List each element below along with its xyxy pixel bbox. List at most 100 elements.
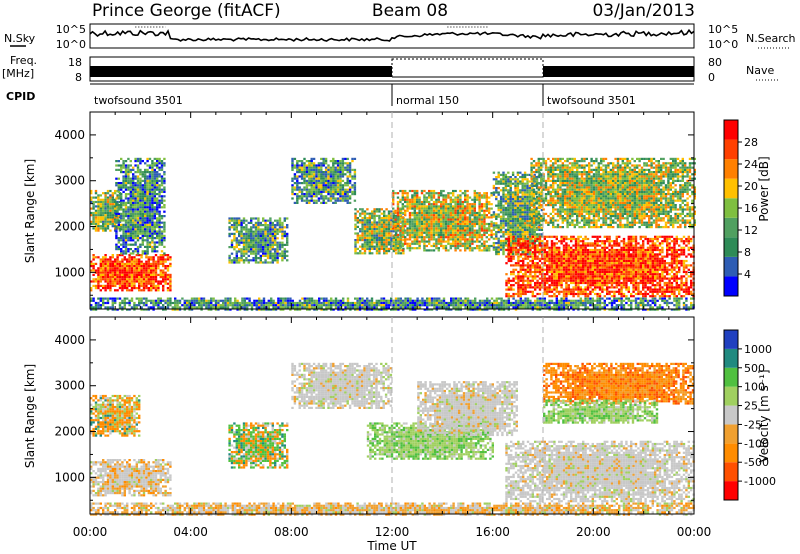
echo-cell (449, 192, 452, 195)
echo-cell (242, 241, 246, 244)
echo-cell (466, 247, 469, 250)
echo-cell (543, 292, 546, 296)
echo-cell (519, 231, 522, 234)
echo-cell (594, 248, 597, 252)
echo-cell (423, 200, 426, 204)
echo-cell (589, 292, 592, 296)
echo-cell (507, 184, 510, 187)
echo-cell (90, 280, 93, 283)
echo-cell (252, 224, 255, 227)
echo-cell (233, 239, 236, 242)
echo-cell (361, 236, 364, 239)
echo-cell (546, 281, 549, 285)
echo-cell (147, 280, 150, 283)
echo-cell (348, 195, 352, 198)
echo-cell (579, 270, 582, 274)
echo-cell (401, 211, 404, 215)
echo-cell (283, 257, 286, 260)
echo-cell (517, 275, 520, 278)
echo-cell (464, 247, 467, 250)
echo-cell (114, 260, 117, 263)
echo-cell (264, 228, 267, 231)
echo-cell (565, 268, 568, 271)
echo-cell (579, 251, 582, 254)
echo-cell (334, 166, 337, 169)
echo-cell (543, 262, 546, 265)
echo-cell (363, 217, 367, 220)
echo-cell (485, 194, 488, 197)
echo-cell (514, 211, 517, 214)
echo-cell (546, 286, 549, 289)
echo-cell (526, 264, 530, 267)
echo-cell (127, 177, 130, 180)
echo-cell (111, 276, 114, 279)
echo-cell (127, 179, 130, 182)
echo-cell (146, 193, 149, 196)
echo-cell (591, 253, 594, 256)
echo-cell (238, 232, 241, 235)
echo-cell (582, 255, 585, 258)
echo-cell (166, 278, 170, 281)
echo-cell (276, 219, 279, 222)
echo-cell (499, 209, 503, 212)
echo-cell (511, 211, 515, 214)
echo-cell (317, 177, 321, 180)
echo-cell (401, 222, 404, 226)
echo-cell (122, 234, 125, 237)
echo-cell (541, 279, 544, 282)
echo-cell (510, 235, 513, 238)
echo-cell (514, 246, 518, 249)
echo-cell (543, 253, 546, 256)
echo-cell (312, 199, 316, 202)
echo-cell (550, 268, 554, 271)
echo-cell (531, 242, 534, 245)
echo-cell (523, 235, 527, 238)
echo-cell (151, 206, 154, 209)
echo-cell (169, 256, 172, 259)
echo-cell (522, 262, 525, 265)
echo-cell (121, 271, 124, 274)
echo-cell (490, 203, 493, 206)
echo-cell (136, 186, 140, 189)
echo-cell (122, 175, 125, 178)
echo-cell (141, 219, 144, 222)
echo-cell (447, 242, 450, 245)
echo-cell (394, 244, 397, 248)
echo-cell (495, 224, 498, 227)
echo-cell (240, 254, 243, 257)
echo-cell (495, 233, 498, 236)
echo-cell (543, 290, 546, 293)
echo-cell (526, 191, 529, 194)
echo-cell (148, 195, 152, 198)
echo-cell (488, 207, 491, 210)
echo-cell (164, 278, 167, 281)
echo-cell (553, 281, 556, 285)
echo-cell (264, 252, 267, 255)
echo-cell (276, 257, 279, 260)
echo-cell (315, 184, 318, 187)
echo-cell (466, 216, 469, 219)
echo-cell (235, 237, 238, 240)
echo-cell (266, 254, 270, 257)
echo-cell (526, 198, 529, 201)
echo-cell (235, 254, 238, 257)
echo-cell (411, 194, 414, 197)
echo-cell (483, 209, 486, 212)
echo-cell (271, 230, 274, 233)
echo-cell (310, 197, 313, 200)
echo-cell (577, 257, 580, 260)
echo-cell (459, 222, 462, 226)
echo-cell (291, 160, 294, 163)
echo-cell (245, 237, 248, 240)
echo-cell (454, 238, 457, 241)
echo-cell (502, 244, 505, 247)
echo-cell (461, 192, 464, 195)
echo-cell (348, 188, 352, 191)
echo-cell (536, 292, 539, 296)
echo-cell (353, 175, 357, 178)
echo-cell (411, 211, 414, 215)
echo-cell (432, 200, 436, 204)
echo-cell (495, 242, 498, 245)
echo-cell (262, 246, 265, 249)
echo-cell (353, 157, 357, 160)
